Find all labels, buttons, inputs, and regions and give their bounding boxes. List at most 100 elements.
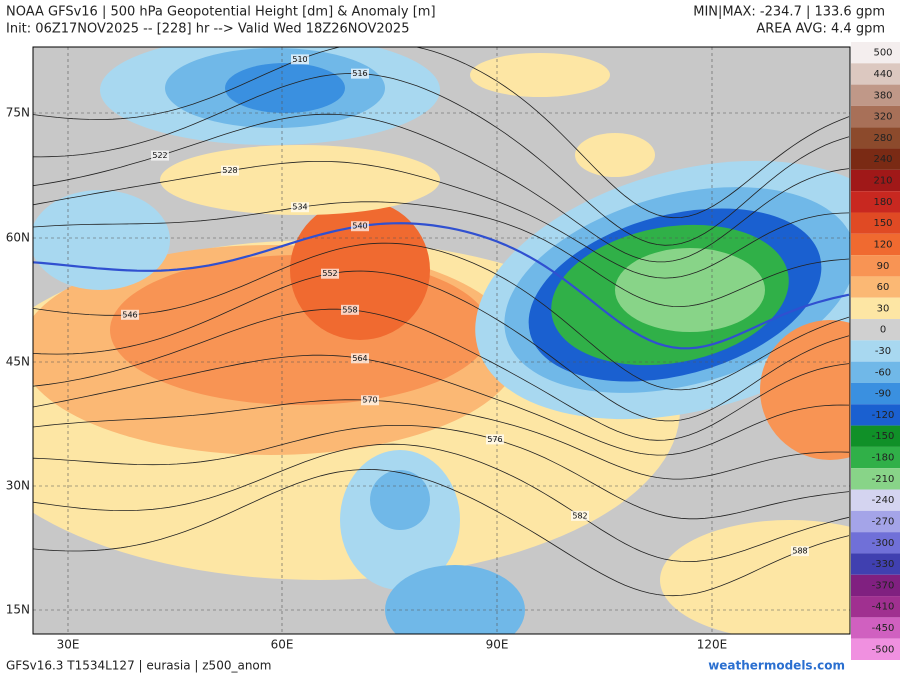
colorbar-cell xyxy=(851,255,900,277)
contour-540 xyxy=(33,222,850,350)
colorbar-cell xyxy=(851,42,900,64)
lat-label: 60N xyxy=(6,231,30,245)
contour-line xyxy=(33,242,850,391)
footer-model: GFSv16.3 T1534L127 | eurasia | z500_anom xyxy=(6,659,271,673)
colorbar-label: 440 xyxy=(873,69,892,80)
lat-label: 45N xyxy=(6,355,30,369)
contour-line xyxy=(33,468,850,597)
lon-label: 30E xyxy=(57,638,80,652)
min-max: MIN|MAX: -234.7 | 133.6 gpm xyxy=(693,5,885,20)
contour-label: 576 xyxy=(487,435,502,444)
colorbar-cell xyxy=(851,425,900,447)
colorbar-label: -60 xyxy=(875,367,891,378)
colorbar-label: 0 xyxy=(880,325,886,336)
colorbar-cell xyxy=(851,233,900,256)
colorbar-cell xyxy=(851,468,900,490)
contour-label-bg xyxy=(351,68,369,79)
anomaly-region xyxy=(33,190,170,290)
colorbar-label: -500 xyxy=(872,644,895,655)
colorbar-cell xyxy=(851,553,900,575)
colorbar-cell xyxy=(851,340,900,362)
contour-label-bg xyxy=(486,434,504,445)
colorbar-cell xyxy=(851,276,900,298)
colorbar-label: -270 xyxy=(872,516,895,527)
colorbar-label: -90 xyxy=(875,389,891,400)
contour-label: 582 xyxy=(572,511,587,520)
colorbar-cell xyxy=(851,510,900,533)
contour-label: 522 xyxy=(152,151,167,160)
contour-label-bg xyxy=(791,546,809,557)
colorbar-label: -120 xyxy=(872,410,895,421)
contour-line xyxy=(33,443,850,563)
lon-label: 90E xyxy=(486,638,509,652)
contour-label-bg xyxy=(571,510,589,521)
anomaly-region xyxy=(470,53,610,97)
contour-label: 564 xyxy=(352,354,367,363)
title: NOAA GFSv16 | 500 hPa Geopotential Heigh… xyxy=(6,5,436,20)
colorbar-cell xyxy=(851,319,900,341)
anomaly-region xyxy=(225,63,345,113)
lon-label: 120E xyxy=(697,638,728,652)
anomaly-region xyxy=(760,320,850,460)
map-frame xyxy=(32,46,851,635)
colorbar-cell xyxy=(851,361,900,383)
contour-label-bg xyxy=(351,353,369,364)
contour-line xyxy=(33,425,850,520)
contour-label-bg xyxy=(121,309,139,320)
lat-label: 15N xyxy=(6,603,30,617)
contour-label: 546 xyxy=(122,310,137,319)
contour-line xyxy=(33,201,850,308)
colorbar-label: 180 xyxy=(873,197,892,208)
colorbar-cell xyxy=(851,382,900,405)
colorbar-label: -450 xyxy=(872,623,895,634)
colorbar-label: 90 xyxy=(877,261,890,272)
colorbar-cell xyxy=(851,617,900,639)
lat-label: 30N xyxy=(6,479,30,493)
colorbar-label: 60 xyxy=(877,282,890,293)
colorbar-label: -330 xyxy=(872,559,895,570)
contour-label: 552 xyxy=(322,269,337,278)
contour-label: 558 xyxy=(342,305,357,314)
footer-site: weathermodels.com xyxy=(708,659,845,673)
colorbar-label: 210 xyxy=(873,176,892,187)
colorbar-cell xyxy=(851,212,900,234)
contour-label: 588 xyxy=(792,547,807,556)
colorbar-label: -240 xyxy=(872,495,895,506)
colorbar-label: -410 xyxy=(872,602,895,613)
colorbar-label: 120 xyxy=(873,239,892,250)
contour-line xyxy=(33,399,850,480)
colorbar-label: 380 xyxy=(873,90,892,101)
colorbar-cell xyxy=(851,169,900,192)
colorbar-label: 320 xyxy=(873,112,892,123)
contour-line xyxy=(33,47,850,219)
colorbar-cell xyxy=(851,404,900,426)
colorbar-label: 280 xyxy=(873,133,892,144)
contour-line xyxy=(33,308,850,441)
lon-label: 60E xyxy=(271,638,294,652)
contour-label: 534 xyxy=(292,203,307,212)
contour-line xyxy=(33,354,850,456)
contour-label: 510 xyxy=(292,55,307,64)
contour-label: 516 xyxy=(352,69,367,78)
colorbar-cell xyxy=(851,191,900,213)
colorbar-label: 240 xyxy=(873,154,892,165)
colorbar-cell xyxy=(851,148,900,170)
colorbar-label: -210 xyxy=(872,474,895,485)
contour-label-bg xyxy=(291,54,309,65)
anomaly-region xyxy=(575,133,655,177)
lat-label: 75N xyxy=(6,106,30,120)
contour-label-bg xyxy=(291,202,309,213)
contour-label-bg xyxy=(321,268,339,279)
contour-label: 540 xyxy=(352,222,367,231)
colorbar-label: -370 xyxy=(872,580,895,591)
anomaly-region xyxy=(160,145,440,215)
anomaly-region xyxy=(385,565,525,634)
anomaly-region xyxy=(370,470,430,530)
contour-line xyxy=(33,161,850,279)
colorbar-cell xyxy=(851,84,900,106)
contour-line xyxy=(33,73,850,246)
colorbar-label: -180 xyxy=(872,453,895,464)
colorbar-label: 500 xyxy=(873,48,892,59)
contour-label: 570 xyxy=(362,396,377,405)
